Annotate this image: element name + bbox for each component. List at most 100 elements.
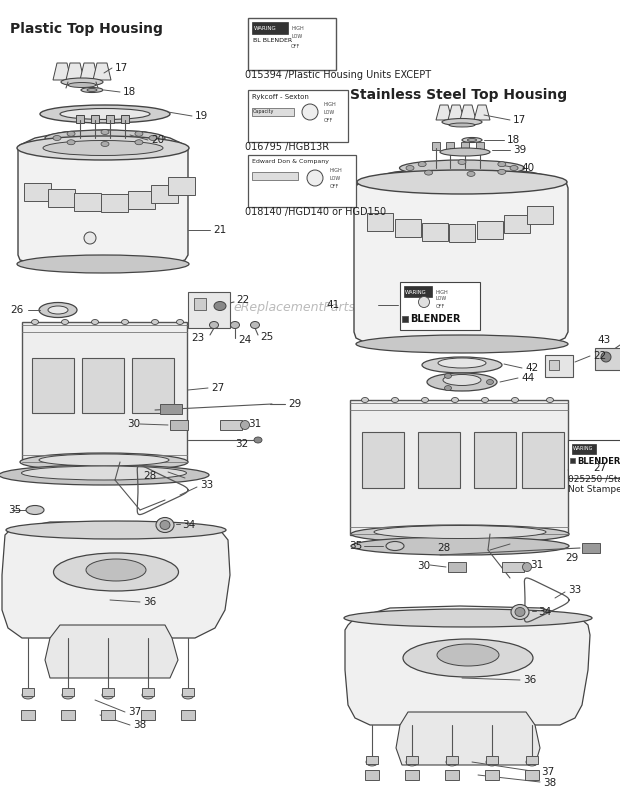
Text: 35: 35 [348,541,362,551]
Ellipse shape [451,398,459,403]
Ellipse shape [53,553,179,591]
Ellipse shape [374,525,546,538]
Ellipse shape [182,691,194,699]
Bar [446,142,454,150]
Ellipse shape [351,537,569,555]
Bar [76,115,84,123]
Ellipse shape [422,357,502,373]
Ellipse shape [440,148,490,156]
Polygon shape [354,167,568,347]
Text: 18: 18 [507,135,520,145]
Bar [504,215,530,233]
Bar [61,710,75,720]
Text: 17: 17 [115,63,128,73]
Ellipse shape [445,386,451,391]
Bar [194,298,206,310]
Bar [418,432,460,488]
Ellipse shape [241,420,249,430]
Bar [248,90,348,142]
Ellipse shape [156,517,174,533]
Ellipse shape [254,437,262,443]
Ellipse shape [356,335,568,353]
Ellipse shape [17,255,189,273]
Text: BL BLENDER: BL BLENDER [253,38,292,43]
Text: 36: 36 [523,675,536,685]
Text: 33: 33 [200,480,213,490]
Ellipse shape [62,691,74,699]
Ellipse shape [26,505,44,515]
Text: WARING: WARING [405,290,427,294]
Ellipse shape [6,521,226,539]
Text: 38: 38 [543,778,556,788]
Ellipse shape [366,758,378,766]
Ellipse shape [214,302,226,310]
Bar [21,710,35,720]
Text: 025250 /Stainless Steel Housing: 025250 /Stainless Steel Housing [568,476,620,484]
Ellipse shape [361,398,368,403]
Bar [170,420,188,430]
Ellipse shape [486,758,498,766]
Ellipse shape [425,170,433,175]
Ellipse shape [67,132,75,136]
Ellipse shape [81,87,103,92]
Ellipse shape [406,758,418,766]
Text: 30: 30 [417,561,430,571]
Ellipse shape [446,758,458,766]
Ellipse shape [546,398,554,403]
Ellipse shape [482,398,489,403]
Ellipse shape [32,319,38,325]
Bar [502,562,524,572]
Ellipse shape [160,520,170,529]
Ellipse shape [43,140,163,156]
Ellipse shape [39,302,77,318]
Polygon shape [474,105,490,120]
Text: 25: 25 [260,332,273,342]
Ellipse shape [445,374,451,379]
Ellipse shape [142,691,154,699]
Text: 19: 19 [195,111,208,121]
Bar [132,358,174,413]
Ellipse shape [458,160,466,164]
Polygon shape [93,63,111,80]
Bar [22,688,34,696]
Text: Stainless Steel Top Housing: Stainless Steel Top Housing [350,88,567,102]
Bar [22,322,187,462]
Ellipse shape [601,352,611,362]
Bar [181,710,195,720]
Bar [402,316,408,322]
Text: HIGH: HIGH [330,168,343,172]
Ellipse shape [87,88,97,91]
Text: LOW: LOW [436,297,447,302]
Text: OFF: OFF [330,184,339,188]
Bar [74,193,101,211]
Ellipse shape [20,453,188,471]
Ellipse shape [48,306,68,314]
Text: 26: 26 [10,305,24,315]
Bar [595,348,620,370]
Ellipse shape [438,358,486,368]
Polygon shape [66,63,84,80]
Bar [142,688,154,696]
Bar [101,194,128,212]
Bar [160,404,182,414]
Ellipse shape [84,232,96,244]
Text: BLENDER: BLENDER [410,314,461,324]
Ellipse shape [386,541,404,550]
Text: 27: 27 [593,463,606,473]
Text: 28: 28 [436,543,450,553]
Text: 17: 17 [513,115,526,125]
Text: 018140 /HGD140 or HGD150: 018140 /HGD140 or HGD150 [245,207,386,217]
Ellipse shape [177,319,184,325]
Text: 41: 41 [327,300,340,310]
Text: 42: 42 [525,363,538,373]
Text: 20: 20 [151,135,164,145]
Bar [422,223,448,241]
Bar [486,756,498,764]
Ellipse shape [67,140,75,144]
Ellipse shape [443,375,481,386]
Ellipse shape [511,605,529,619]
Ellipse shape [498,169,506,174]
Bar [404,286,432,297]
Ellipse shape [0,465,209,485]
Text: Rykcoff - Sexton: Rykcoff - Sexton [252,94,309,100]
